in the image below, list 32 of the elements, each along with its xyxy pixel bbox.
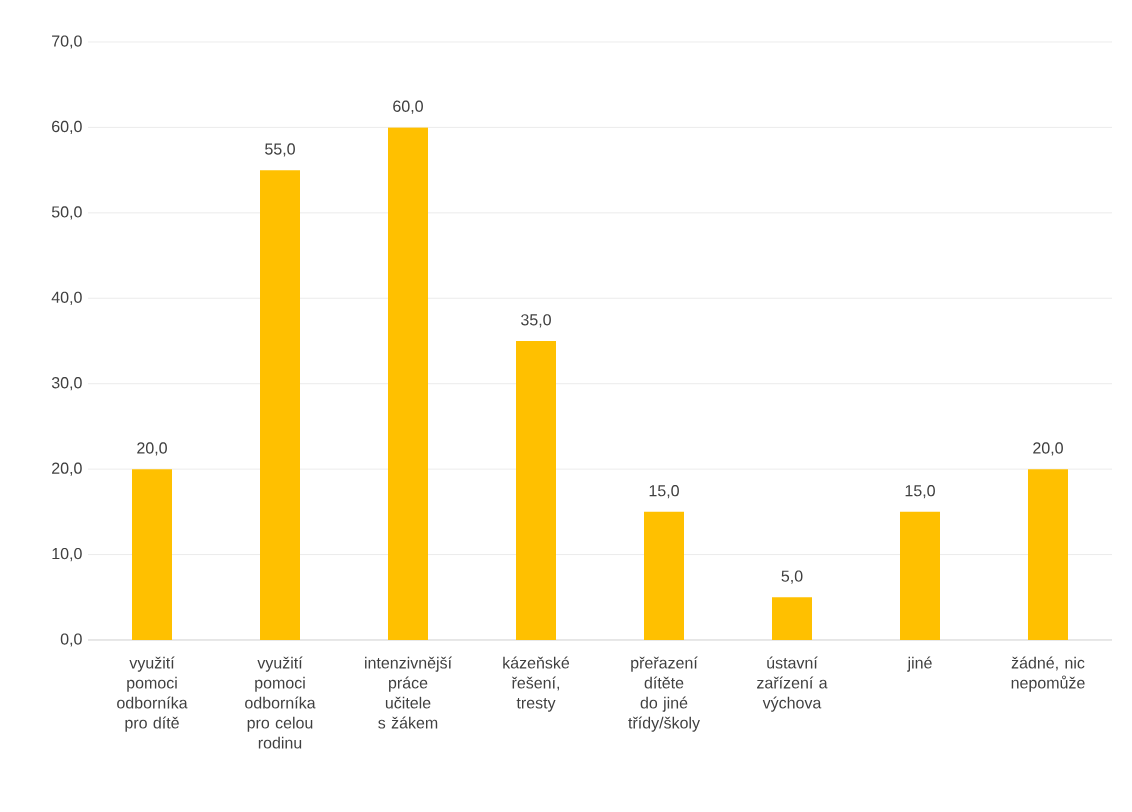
data-label: 35,0: [521, 314, 551, 328]
data-label: 15,0: [905, 485, 935, 499]
data-label: 15,0: [649, 485, 679, 499]
y-tick-label: 10,0: [52, 547, 82, 562]
y-tick-label: 0,0: [60, 633, 82, 647]
data-label: 60,0: [393, 100, 423, 114]
bar: [772, 597, 812, 640]
y-tick-label: 30,0: [51, 377, 82, 391]
y-tick-label: 40,0: [51, 291, 82, 305]
x-tick-label: jiné: [907, 656, 932, 672]
bar: [644, 511, 684, 640]
data-label: 20,0: [137, 442, 167, 456]
bar: [388, 127, 428, 640]
bar: [132, 469, 173, 640]
x-tick-label: intenzivnější práce učitele s žákem: [365, 656, 452, 729]
bar: [260, 170, 300, 640]
bar: [516, 340, 556, 640]
x-tick-label: kázeňské řešení, tresty: [503, 656, 570, 712]
x-tick-label: využití pomoci odborníka pro dítě: [117, 656, 188, 732]
y-tick-label: 60,0: [52, 120, 82, 135]
data-label: 5,0: [781, 570, 803, 584]
x-tick-label: ústavní zařízení a výchova: [757, 656, 828, 712]
x-tick-label: přeřazení dítěte do jiné třídy/školy: [628, 656, 700, 732]
data-label: 55,0: [265, 143, 295, 157]
x-tick-label: žádné, nic nepomůže: [1011, 656, 1085, 692]
y-tick-label: 50,0: [51, 206, 82, 220]
y-tick-label: 20,0: [52, 462, 82, 476]
y-tick-label: 70,0: [52, 35, 82, 49]
bar: [900, 511, 940, 640]
bar: [1028, 469, 1068, 640]
x-tick-label: využití pomoci odborníka pro celou rodinu: [245, 656, 316, 749]
data-label: 20,0: [1033, 442, 1063, 456]
